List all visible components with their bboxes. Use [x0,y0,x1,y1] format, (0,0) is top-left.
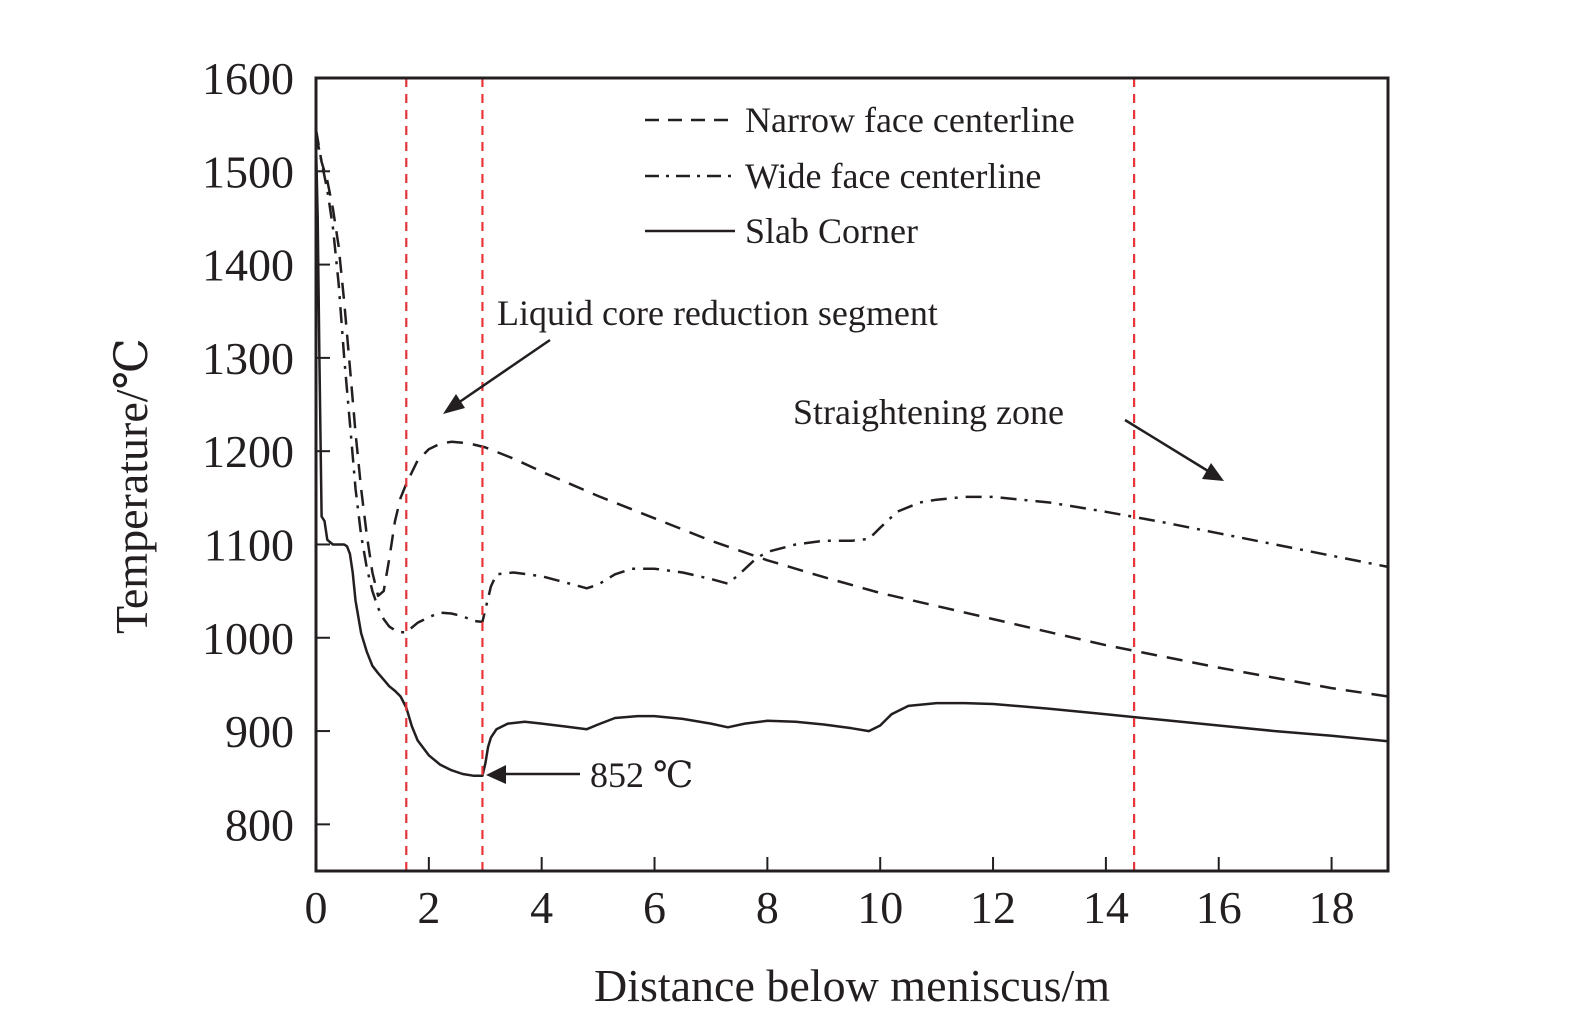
x-tick-label: 8 [756,882,779,933]
x-tick-label: 0 [305,882,328,933]
annotation-liquid-core: Liquid core reduction segment [497,293,938,333]
y-tick-label: 900 [225,706,294,757]
y-tick-label: 1500 [202,146,294,197]
arrow-liquid-core [457,338,551,405]
y-axis-title: Temperature/℃ [106,338,157,634]
x-tick-label: 6 [643,882,666,933]
marker-layer [405,78,1136,871]
y-tick-label: 800 [225,799,294,850]
arrowhead-852 [486,765,506,784]
arrow-straightening [1124,418,1209,473]
x-tick-label: 4 [530,882,553,933]
annotations: Liquid core reduction segment Straighten… [443,293,1224,795]
series-line-wide-face-centerline [314,133,1389,634]
legend: Narrow face centerline Wide face centerl… [645,100,1075,251]
x-tick-label: 12 [970,882,1016,933]
plot-frame [314,76,1390,873]
legend-label-slab-corner: Slab Corner [745,211,918,251]
legend-label-narrow-face: Narrow face centerline [745,100,1075,140]
legend-label-wide-face: Wide face centerline [745,156,1041,196]
x-tick-label: 10 [857,882,903,933]
arrowhead-liquid-core [443,394,465,414]
x-tick-label: 2 [417,882,440,933]
y-tick-label: 1200 [202,426,294,477]
x-tick-label: 18 [1309,882,1355,933]
x-tick-label: 14 [1083,882,1129,933]
y-tick-label: 1600 [202,53,294,104]
x-tick-label: 16 [1196,882,1242,933]
tick-layer: 0 2 4 6 8 10 12 14 16 18 800 900 1000 1100 1200 1300 140… [202,53,1355,933]
series-line-slab-corner [314,143,1389,778]
annotation-straightening-zone: Straightening zone [793,392,1064,432]
series-layer [314,129,1389,778]
y-tick-label: 1400 [202,240,294,291]
y-tick-label: 1300 [202,333,294,384]
arrowhead-straightening [1202,463,1224,481]
annotation-852: 852 ℃ [590,755,693,795]
y-tick-label: 1000 [202,613,294,664]
series-line-narrow-face-centerline [314,129,1389,698]
x-axis-title: Distance below meniscus/m [594,960,1110,1011]
y-tick-label: 1100 [204,519,294,570]
